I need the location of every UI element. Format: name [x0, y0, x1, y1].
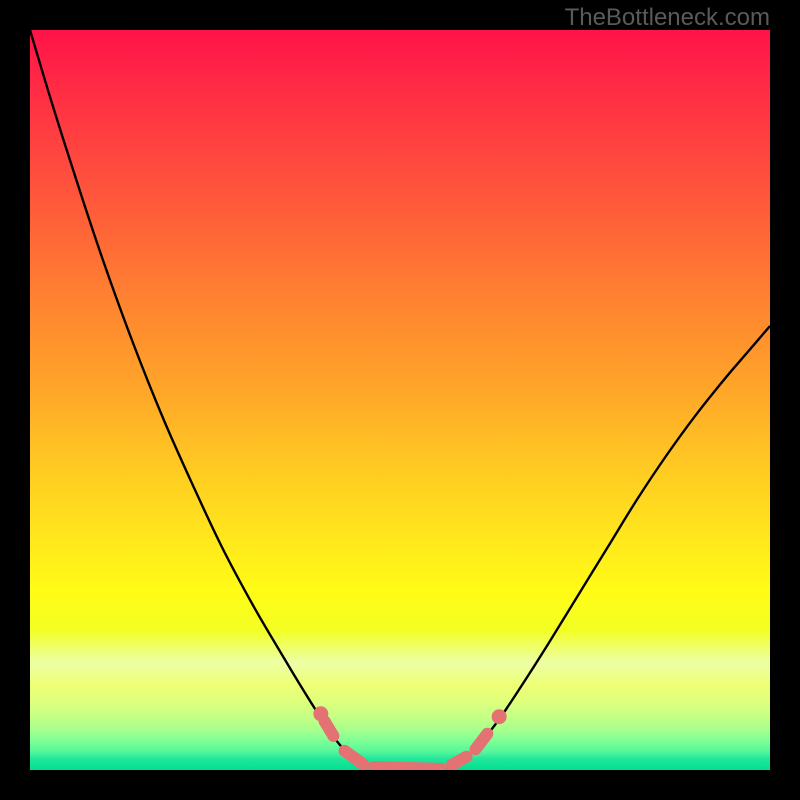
bottleneck-dash-segment	[452, 757, 467, 765]
bottleneck-highlight	[313, 706, 506, 769]
watermark-text: TheBottleneck.com	[565, 4, 770, 32]
bottleneck-end-dot	[492, 709, 507, 724]
bottleneck-dash-segment	[475, 734, 487, 750]
bottleneck-dash-segment	[374, 767, 441, 769]
bottleneck-end-dot	[313, 706, 328, 721]
bottleneck-curve	[30, 30, 770, 770]
bottleneck-dash-segment	[345, 751, 364, 764]
chart-container: TheBottleneck.com	[0, 0, 800, 800]
plot-area	[30, 30, 770, 770]
chart-svg-layer	[30, 30, 770, 770]
bottleneck-dash-segment	[325, 721, 334, 736]
